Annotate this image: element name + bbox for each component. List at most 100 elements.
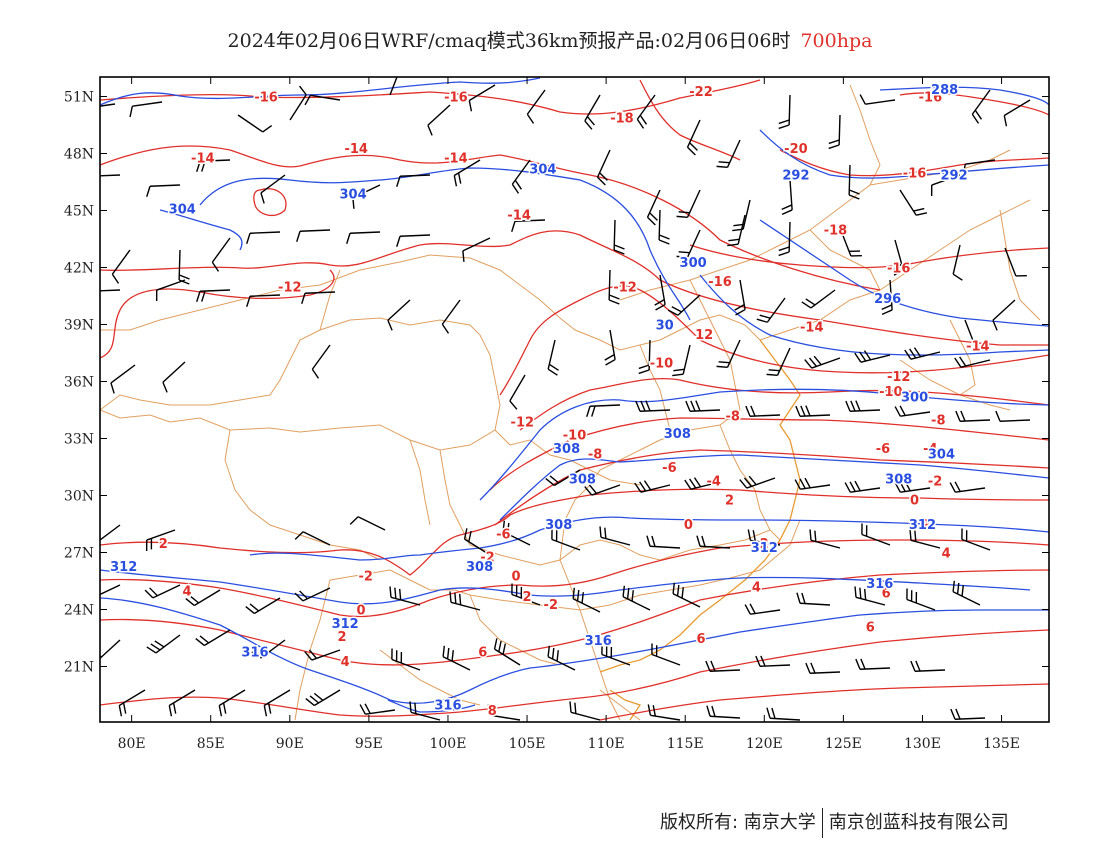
lat-label: 51N [64, 90, 94, 106]
wind-barb-feather [304, 651, 313, 661]
wind-barb-feather [658, 239, 670, 245]
wind-barb-feather [950, 708, 956, 720]
wind-barb-feather [262, 124, 273, 133]
wind-barb-feather [179, 274, 190, 280]
wind-barb-feather [639, 481, 647, 492]
temperature-label: -12 [278, 281, 302, 296]
temperature-label: -6 [876, 442, 890, 457]
lat-label: 27N [64, 546, 94, 562]
wind-barb-feather [201, 290, 206, 302]
wind-barb-feather [599, 526, 602, 538]
wind-barb-shaft [349, 231, 381, 234]
wind-barb-feather [454, 592, 457, 604]
wind-barb-shaft [162, 361, 186, 383]
wind-barb-feather [828, 139, 840, 145]
wind-barb-shaft [199, 289, 231, 292]
wind-barb-shaft [387, 299, 411, 321]
wind-barb-feather [813, 355, 822, 366]
wind-barb-feather [638, 369, 650, 375]
longitude-labels: 80E 85E 90E 95E 100E 105E 110E 115E 120E 125E 130E… [118, 736, 1020, 752]
temperature-label: -6 [662, 461, 676, 476]
wind-barb-feather [599, 172, 608, 181]
wind-barb-feather [755, 655, 761, 667]
wind-barb-feather [359, 704, 366, 715]
wind-barb-feather [511, 221, 516, 232]
wind-barb-shaft [111, 249, 131, 275]
wind-barb-feather [609, 294, 620, 300]
wind-barb-shaft [149, 184, 181, 187]
wind-barb-shaft [304, 291, 336, 294]
wind-barb-feather [526, 113, 535, 124]
wind-barb-feather [639, 114, 648, 125]
wind-barb-feather [468, 530, 472, 542]
height-label: 308 [545, 518, 572, 533]
lon-label: 135E [983, 736, 1020, 752]
wind-barb-shaft [999, 419, 1031, 422]
wind-barb-feather [572, 587, 576, 599]
wind-barb-feather [613, 249, 625, 255]
wind-barb-shaft [1004, 247, 1017, 277]
wind-barb-feather [647, 704, 652, 716]
wind-barb-feather [453, 175, 458, 187]
height-label: 312 [332, 617, 359, 632]
wind-barb-feather [678, 211, 690, 214]
wind-barb-feather [899, 405, 906, 416]
wind-barb-feather [766, 707, 771, 719]
wind-barb-feather [267, 702, 272, 714]
wind-barb-feather [509, 400, 518, 410]
temperature-label: -8 [725, 410, 739, 425]
wind-barb-feather [759, 314, 771, 319]
wind-barb-feather [750, 405, 756, 417]
temperature-label: 4 [752, 581, 761, 596]
company-name: 南京创蓝科技有限公司 [828, 812, 1009, 833]
wind-barb-feather [956, 582, 960, 595]
wind-barb-feather [916, 212, 928, 216]
wind-barb-feather [185, 597, 195, 607]
wind-barb-feather [810, 662, 816, 674]
wind-barb-feather [548, 363, 559, 371]
wind-barb-feather [752, 530, 757, 542]
wind-barb-feather [805, 298, 816, 306]
wind-barb-feather [196, 161, 201, 172]
wind-barb-feather [398, 588, 402, 600]
wind-barb-feather [954, 481, 961, 492]
wind-barb-feather [150, 643, 161, 651]
lon-label: 90E [276, 736, 304, 752]
wind-barb-feather [645, 400, 651, 412]
wind-barb-feather [1003, 115, 1008, 127]
province-borders [100, 84, 1041, 721]
wind-barb-shaft [302, 531, 331, 546]
wind-barb-feather [706, 705, 711, 717]
wind-barb-feather [655, 303, 666, 311]
wind-barb-feather [414, 702, 417, 714]
temperature-label: 2 [725, 493, 734, 508]
wind-barb-feather [705, 660, 711, 672]
wind-barb-shaft [589, 404, 621, 407]
temperature-label: -8 [931, 414, 945, 429]
wind-barb-feather [591, 405, 596, 417]
lat-label: 30N [64, 489, 94, 505]
wind-barb-feather [622, 585, 626, 597]
temperature-label: -18 [824, 224, 848, 239]
wind-barb-feather [676, 255, 688, 258]
temperature-label: -16 [887, 262, 911, 277]
wind-barb-feather [427, 124, 433, 136]
wind-barb-feather [756, 318, 768, 323]
temperature-label: -12 [887, 370, 911, 385]
latitude-labels: 51N 48N 45N 42N 39N 36N 33N 30N 27N 24N 21N [64, 90, 94, 676]
height-label: 300 [901, 391, 928, 406]
wind-barb-feather [904, 480, 911, 492]
height-label: 308 [885, 472, 912, 487]
wind-barb-feather [647, 216, 656, 226]
wind-barb-shaft [726, 139, 741, 168]
wind-barb-feather [449, 591, 452, 603]
wind-barb-shaft [155, 634, 181, 654]
wind-barb-shaft [289, 94, 307, 121]
temperature-label: 12 [695, 328, 713, 343]
wind-barb-feather [859, 94, 866, 105]
axis-ticks [100, 77, 1049, 722]
temperature-label: -8 [588, 448, 602, 463]
wind-barb-shaft [310, 94, 341, 101]
wind-barb-feather [218, 705, 223, 717]
wind-barb-feather [146, 646, 157, 654]
